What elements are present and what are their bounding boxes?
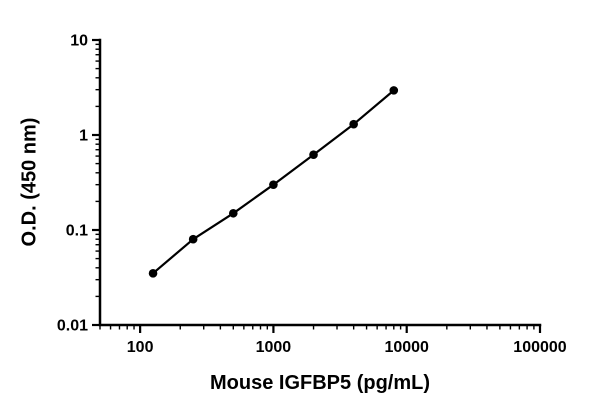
data-point <box>349 119 358 129</box>
y-tick-label: 1 <box>79 128 88 145</box>
x-tick-label: 1000 <box>256 339 292 356</box>
data-point <box>148 269 158 278</box>
x-tick-label: 100 <box>127 339 154 356</box>
x-axis-title: Mouse IGFBP5 (pg/mL) <box>210 372 430 394</box>
data-point <box>269 180 278 189</box>
y-tick-label: 0.1 <box>66 223 88 240</box>
x-tick-label: 10000 <box>384 339 429 356</box>
data-point <box>228 208 238 218</box>
data-point <box>309 150 318 160</box>
data-point <box>389 86 399 95</box>
axis-frame <box>98 38 542 327</box>
data-point <box>188 234 198 244</box>
y-tick-label: 0.01 <box>57 318 88 335</box>
x-tick-label: 100000 <box>513 339 566 356</box>
y-axis-title: O.D. (450 nm) <box>18 117 41 247</box>
y-tick-label: 10 <box>70 33 88 50</box>
